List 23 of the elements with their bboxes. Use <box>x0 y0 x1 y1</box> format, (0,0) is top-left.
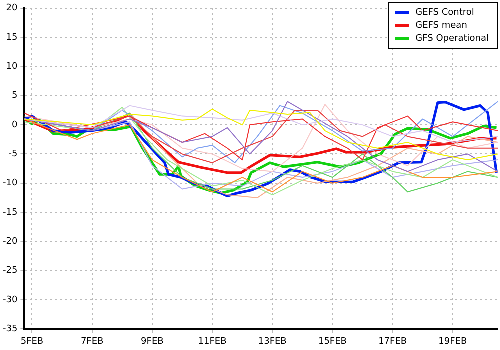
y-tick-label: -35 <box>2 324 18 335</box>
legend-label: GEFS mean <box>416 20 468 30</box>
x-tick-label: 15FEB <box>318 336 347 347</box>
y-tick-label: -10 <box>2 178 18 189</box>
y-tick-label: -15 <box>2 208 18 218</box>
legend-label: GEFS Control <box>416 8 474 18</box>
x-tick-label: 13FEB <box>258 336 287 347</box>
x-tick-label: 7FEB <box>80 336 104 347</box>
y-tick-label: -20 <box>2 237 18 248</box>
x-tick-label: 11FEB <box>198 336 227 347</box>
y-tick-label: 5 <box>12 91 18 102</box>
x-tick-label: 19FEB <box>438 336 468 347</box>
y-tick-label: 15 <box>6 32 18 43</box>
y-tick-label: 20 <box>6 4 18 14</box>
y-tick-label: -5 <box>8 150 18 160</box>
legend-label: GFS Operational <box>416 34 489 44</box>
x-tick-label: 17FEB <box>378 336 408 347</box>
y-tick-label: 0 <box>12 120 18 130</box>
x-tick-label: 9FEB <box>141 336 164 347</box>
x-tick-label: 5FEB <box>20 336 44 347</box>
y-tick-label: 10 <box>6 62 18 72</box>
y-tick-label: -30 <box>2 295 18 306</box>
y-tick-label: -25 <box>2 266 18 276</box>
